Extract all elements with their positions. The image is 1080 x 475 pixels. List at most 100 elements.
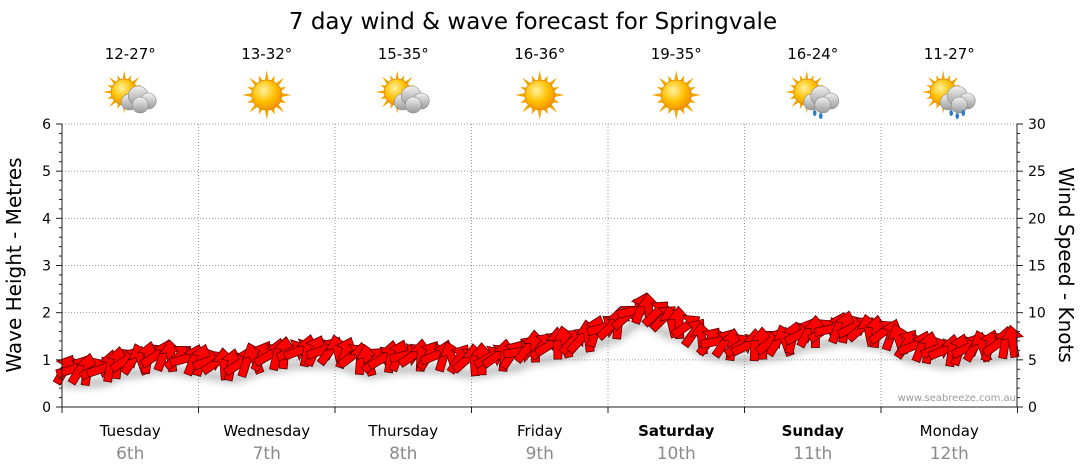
sun-ray: [553, 99, 560, 104]
sun-ray: [522, 104, 531, 113]
chart-title: 7 day wind & wave forecast for Springval…: [289, 9, 777, 35]
cloud-puff: [814, 96, 832, 114]
rain-drop: [955, 113, 960, 119]
right-tick-label: 15: [1028, 259, 1046, 275]
left-tick-label: 0: [42, 400, 51, 416]
sun-disc: [524, 79, 556, 111]
right-tick-label: 25: [1028, 164, 1046, 180]
day-name-label: Monday: [920, 422, 979, 440]
temp-range: 12-27°: [105, 45, 156, 63]
left-tick-label: 3: [42, 259, 51, 275]
sun-ray: [553, 86, 560, 91]
cloud-shape: [120, 85, 157, 114]
rain-drop: [949, 110, 954, 116]
sun-cloud-rain-icon: [785, 70, 840, 119]
sun-ray: [280, 99, 287, 104]
day-axis-labels: Tuesday 6th Wednesday 7th Thursday 8th Friday 9…: [99, 422, 979, 464]
day-date-label: 6th: [116, 444, 144, 464]
sun-ray: [117, 103, 121, 109]
sun-ray: [674, 110, 679, 120]
sun-rays: [515, 70, 565, 120]
right-tick-label: 10: [1028, 306, 1046, 322]
sun-icon: [242, 70, 292, 120]
sun-ray: [685, 77, 694, 86]
cloud-puff: [404, 96, 422, 114]
sun-ray: [382, 100, 390, 108]
sun-ray: [926, 85, 932, 89]
sun-ray: [791, 100, 799, 108]
right-tick-labels: 0 5 10 15 20 25 30: [1028, 117, 1046, 416]
day-name-label: Tuesday: [99, 422, 161, 440]
sun-ray: [102, 90, 112, 94]
sun-rays: [242, 70, 292, 120]
temp-range: 13-32°: [241, 45, 292, 63]
sun-ray: [276, 104, 285, 113]
sun-ray: [928, 100, 936, 108]
sun-ray: [249, 77, 258, 86]
sun-ray: [242, 93, 252, 97]
sun-ray: [543, 108, 548, 115]
sun-ray: [122, 70, 126, 79]
sun-ray: [651, 93, 662, 97]
credit-text: www.seabreeze.com.au: [898, 393, 1016, 404]
sun-ray: [921, 90, 931, 94]
cloud-shape: [393, 85, 430, 114]
sun-ray: [258, 75, 263, 82]
sun-ray: [543, 75, 548, 82]
day-name-label: Saturday: [638, 422, 715, 440]
sun-ray: [549, 77, 558, 86]
sun-icon: [515, 70, 565, 120]
sun-ray: [691, 93, 701, 97]
sun-ray: [805, 70, 809, 79]
left-tick-label: 5: [42, 164, 51, 180]
sun-ray: [520, 86, 527, 91]
right-tick-label: 20: [1028, 211, 1046, 227]
sun-ray: [554, 93, 565, 97]
cloud-puff: [131, 96, 149, 114]
day-name-label: Sunday: [782, 422, 845, 440]
right-tick-label: 30: [1028, 117, 1046, 133]
sun-ray: [249, 104, 258, 113]
left-tick-label: 6: [42, 117, 51, 133]
sun-ray: [537, 70, 542, 80]
day-date-label: 7th: [253, 444, 281, 464]
sun-ray: [270, 108, 275, 115]
cloud-puff: [950, 96, 968, 114]
day-name-label: Wednesday: [223, 422, 310, 440]
temp-range: 16-24°: [787, 45, 838, 63]
left-tick-label: 1: [42, 353, 51, 369]
sun-ray: [522, 77, 531, 86]
sun-ray: [926, 95, 932, 99]
sun-ray: [405, 76, 413, 84]
sun-cloud-storm-icon: [921, 70, 976, 119]
sun-ray: [680, 108, 685, 115]
sun-ray: [107, 85, 113, 89]
sun-ray: [799, 103, 804, 109]
sun-cloud-icon: [102, 70, 157, 114]
temp-range: 19-35°: [651, 45, 702, 63]
day-date-label: 12th: [930, 444, 969, 464]
sun-ray: [946, 75, 951, 81]
sun-ray: [107, 95, 113, 99]
sun-ray: [656, 99, 663, 104]
sun-ray: [791, 76, 799, 84]
sun-ray: [380, 95, 386, 99]
sun-ray: [247, 86, 254, 91]
sun-ray: [520, 99, 527, 104]
sun-ray: [941, 70, 945, 79]
sun-ray: [127, 75, 132, 81]
sun-icon: [651, 70, 701, 120]
left-axis-title: Wave Height - Metres: [2, 157, 26, 372]
day-date-label: 11th: [793, 444, 832, 464]
sun-ray: [281, 93, 292, 97]
sun-ray: [656, 86, 663, 91]
sun-ray: [400, 75, 405, 81]
right-tick-label: 5: [1028, 353, 1037, 369]
sun-ray: [936, 75, 940, 81]
day-date-label: 8th: [389, 444, 417, 464]
sun-ray: [689, 99, 696, 104]
cloud-shape: [939, 85, 976, 114]
sun-ray: [276, 77, 285, 86]
sun-ray: [928, 76, 936, 84]
left-tick-labels: 0 1 2 3 4 5 6: [42, 117, 51, 416]
